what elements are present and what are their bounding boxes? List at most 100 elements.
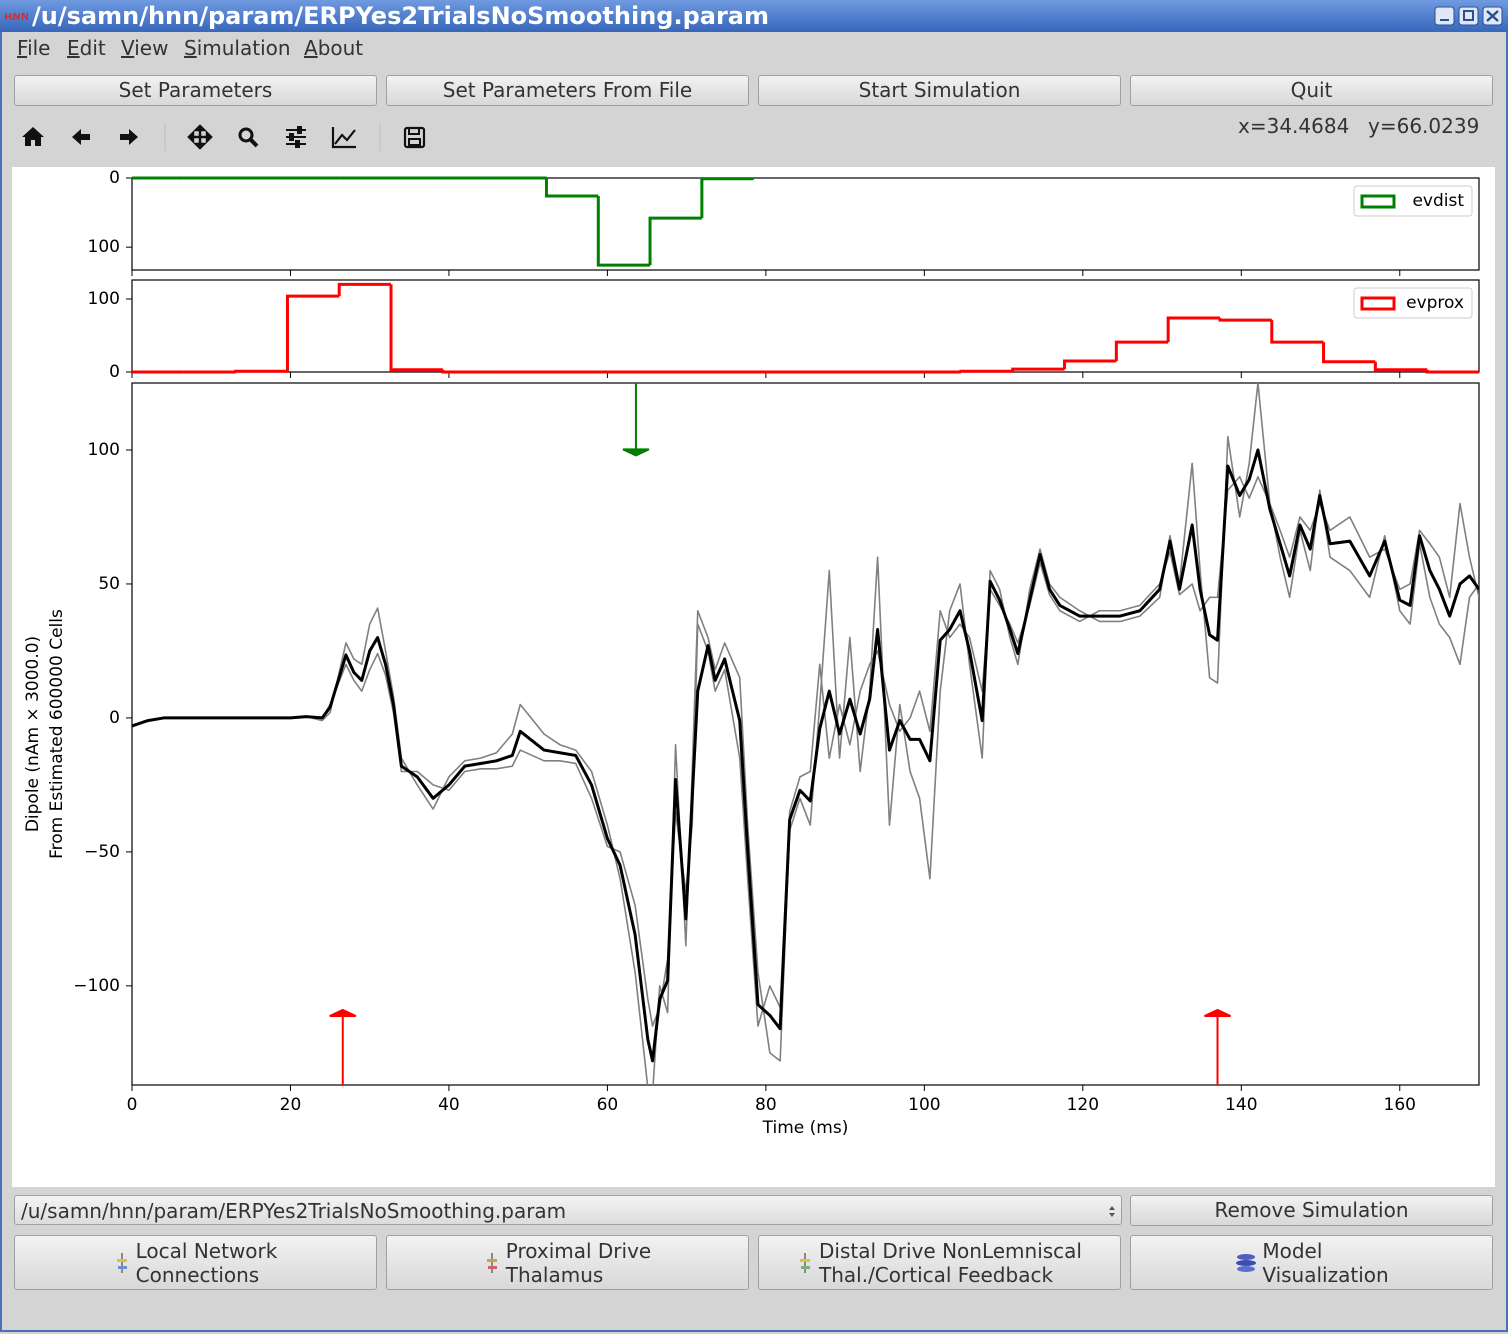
menu-item[interactable]: File <box>17 36 51 60</box>
histogram-step <box>544 178 599 198</box>
histogram-step <box>234 369 288 373</box>
figure: 0 100 evdist 0 100 evprox −100 −50 0 50 100 0 20 40 60… <box>12 167 1495 1187</box>
x-tick-label: 140 <box>1225 1095 1257 1115</box>
drive-button[interactable]: Distal Drive NonLemniscal Thal./Cortical … <box>758 1235 1121 1290</box>
button[interactable]: Quit <box>1130 75 1493 106</box>
drive-arrow <box>329 1008 357 1085</box>
histogram-step <box>1322 342 1376 364</box>
histogram-step <box>285 294 340 372</box>
button-line: Distal Drive NonLemniscal <box>819 1238 1082 1263</box>
select-arrow <box>1109 1206 1115 1217</box>
cursor-x: x=34.4684 <box>1238 114 1350 138</box>
button[interactable]: Remove Simulation <box>1130 1195 1493 1226</box>
x-tick-label: 160 <box>1384 1095 1416 1115</box>
menu-item[interactable]: Edit <box>67 36 106 60</box>
button[interactable]: Start Simulation <box>758 75 1121 106</box>
histogram-step <box>1166 316 1220 343</box>
y-axis-label: Dipole (nAm × 3000.0) <box>23 636 43 832</box>
histogram-step <box>337 282 392 297</box>
histogram-step <box>1373 361 1428 372</box>
button-icon <box>1236 1253 1257 1272</box>
x-tick-label: 80 <box>755 1095 777 1115</box>
home-icon[interactable] <box>22 127 44 146</box>
button-line: Local Network <box>135 1238 278 1263</box>
histogram-step <box>1425 369 1479 374</box>
forward-icon[interactable] <box>120 129 138 145</box>
y-tick-label: 100 <box>88 440 120 460</box>
axes-frame <box>131 382 1480 1086</box>
histogram-step <box>959 369 1013 373</box>
menu-item[interactable]: Simulation <box>184 36 291 60</box>
plot-lines <box>132 383 1479 1085</box>
drive-button[interactable]: Model Visualization <box>1130 1235 1493 1290</box>
y-tick-label: −100 <box>73 976 120 996</box>
y-tick-label: 0 <box>109 708 120 728</box>
button[interactable]: Set Parameters <box>14 75 377 106</box>
y-tick-label: 50 <box>98 574 120 594</box>
zoom-icon[interactable] <box>238 127 259 148</box>
cursor-y: y=66.0239 <box>1368 114 1480 138</box>
histogram-step <box>700 177 754 219</box>
button-line: Connections <box>135 1262 260 1287</box>
button-line: Model <box>1262 1238 1323 1263</box>
x-tick-label: 120 <box>1067 1095 1099 1115</box>
dipole-line <box>132 448 1479 1063</box>
legend-label: evdist <box>1412 191 1464 211</box>
configure-icon[interactable] <box>286 126 306 148</box>
drive-button[interactable]: Local Network Connections <box>14 1235 377 1290</box>
axes-icon[interactable] <box>331 127 356 149</box>
y-tick-label: 100 <box>88 237 120 257</box>
legend-label: evprox <box>1406 293 1464 313</box>
button-line: Thal./Cortical Feedback <box>819 1262 1054 1287</box>
button-line: Thalamus <box>505 1262 604 1287</box>
title-bar: HNN /u/samn/hnn/param/ERPYes2TrialsNoSmo… <box>0 0 1508 32</box>
histogram-step <box>1011 367 1065 372</box>
x-axis-label: Time (ms) <box>762 1118 849 1138</box>
y-axis-label: From Estimated 600000 Cells <box>47 609 67 859</box>
drive-arrow <box>1204 1008 1231 1085</box>
axes-frame <box>131 177 1480 271</box>
select-text: /u/samn/hnn/param/ERPYes2TrialsNoSmoothi… <box>21 1199 567 1223</box>
x-tick-label: 20 <box>280 1095 302 1115</box>
figure-content: 0 100 evdist 0 100 evprox −100 −50 0 50 100 0 20 40 60… <box>23 168 1480 1138</box>
histogram-step <box>596 195 651 267</box>
y-tick-label: 0 <box>109 168 120 188</box>
drive-button[interactable]: Proximal Drive Thalamus <box>386 1235 749 1290</box>
button[interactable]: Set Parameters From File <box>386 75 749 106</box>
legend-swatch <box>1360 296 1396 311</box>
drive-arrow <box>622 383 650 457</box>
button-line: Visualization <box>1262 1262 1389 1287</box>
plot-toolbar <box>22 123 426 151</box>
y-tick-label: −50 <box>84 842 120 862</box>
axes-frame <box>131 279 1480 373</box>
y-tick-label: 100 <box>88 289 120 309</box>
status-bar <box>2 1298 1506 1330</box>
histogram-step <box>1218 317 1272 322</box>
save-icon[interactable] <box>403 126 426 149</box>
pan-icon[interactable] <box>187 124 213 150</box>
histogram-step <box>1063 359 1117 370</box>
x-tick-label: 100 <box>908 1095 940 1115</box>
y-tick-label: 0 <box>109 362 120 382</box>
back-icon[interactable] <box>72 129 90 145</box>
x-tick-label: 40 <box>438 1095 460 1115</box>
window-controls[interactable] <box>1434 6 1504 26</box>
button-icon <box>116 1252 127 1273</box>
x-tick-label: 0 <box>127 1095 138 1115</box>
app-icon: HNN <box>4 12 28 23</box>
simulation-select[interactable]: /u/samn/hnn/param/ERPYes2TrialsNoSmoothi… <box>14 1195 1122 1225</box>
histogram-step <box>1114 340 1169 362</box>
svg-text:HNN: HNN <box>4 12 28 23</box>
histogram-step <box>1270 320 1324 344</box>
button-icon <box>486 1252 497 1273</box>
legend-swatch <box>1360 194 1396 209</box>
menu-item[interactable]: About <box>304 36 364 60</box>
histogram-step <box>389 284 443 372</box>
button-icon <box>800 1252 810 1273</box>
window-title: /u/samn/hnn/param/ERPYes2TrialsNoSmoothi… <box>32 2 769 30</box>
histogram-step <box>441 369 495 374</box>
menu-item[interactable]: View <box>121 36 169 60</box>
button-line: Proximal Drive <box>505 1238 652 1263</box>
x-tick-label: 60 <box>597 1095 619 1115</box>
